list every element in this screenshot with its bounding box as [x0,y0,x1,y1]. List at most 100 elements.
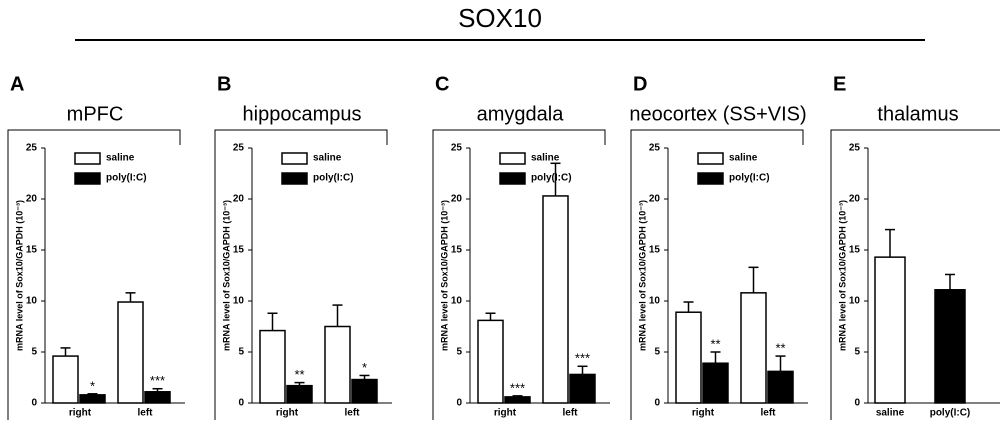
legend-swatch [697,152,724,165]
legend-label: saline [531,153,560,164]
significance-label: *** [510,380,525,395]
significance-label: *** [575,351,590,366]
x-tick-label: left [761,408,777,419]
x-tick-label: saline [876,408,905,419]
legend-swatch [499,172,526,185]
y-tick-label: 20 [233,194,245,205]
y-tick-label: 10 [849,296,861,307]
y-tick-label: 25 [451,143,463,154]
legend-swatch [697,172,724,185]
legend-label: poly(I:C) [729,173,770,184]
x-tick-label: right [276,408,299,419]
x-tick-label: right [69,408,92,419]
bar [702,362,729,404]
legend-label: poly(I:C) [531,173,572,184]
y-axis-label: mRNA level of Sox10/GAPDH (10⁻³) [14,200,24,351]
bar [324,325,351,404]
significance-label: * [362,360,367,375]
panel-letter: C [435,73,449,95]
legend-label: poly(I:C) [106,173,147,184]
panel-letter: E [833,73,846,95]
bar [259,329,286,404]
y-tick-label: 25 [849,143,861,154]
y-tick-label: 5 [654,347,660,358]
panel-title: amygdala [477,103,565,125]
legend-swatch [499,152,526,165]
y-tick-label: 15 [649,245,661,256]
y-tick-label: 5 [31,347,37,358]
bar [874,256,906,404]
panel-title: thalamus [877,103,958,125]
y-tick-label: 15 [849,245,861,256]
panel-title: hippocampus [243,103,362,125]
x-tick-label: left [138,408,154,419]
significance-label: * [90,378,95,393]
x-tick-label: left [563,408,579,419]
bar [569,373,596,404]
y-axis-label: mRNA level of Sox10/GAPDH (10⁻³) [221,200,231,351]
legend-label: saline [313,153,342,164]
y-tick-label: 0 [31,398,37,409]
y-axis-label: mRNA level of Sox10/GAPDH (10⁻³) [637,200,647,351]
significance-label: *** [150,373,165,388]
panel-bracket [432,129,606,420]
bar [79,394,106,404]
y-tick-label: 0 [654,398,660,409]
bar [504,396,531,404]
panel-letter: B [217,73,231,95]
bar [740,292,767,404]
y-tick-label: 15 [26,245,38,256]
y-axis-label: mRNA level of Sox10/GAPDH (10⁻³) [837,200,847,351]
bar [117,301,144,404]
y-tick-label: 5 [238,347,244,358]
y-tick-label: 5 [854,347,860,358]
y-tick-label: 10 [451,296,463,307]
y-tick-label: 0 [456,398,462,409]
bar [144,391,171,404]
y-tick-label: 25 [26,143,38,154]
y-tick-label: 0 [238,398,244,409]
y-tick-label: 15 [233,245,245,256]
x-tick-label: right [692,408,715,419]
y-tick-label: 0 [854,398,860,409]
y-tick-label: 20 [649,194,661,205]
panel-bracket [630,129,804,420]
panel-bracket [830,129,1000,420]
legend-swatch [74,152,101,165]
y-tick-label: 10 [233,296,245,307]
legend-label: saline [729,153,758,164]
bar [675,311,702,404]
y-tick-label: 25 [649,143,661,154]
y-tick-label: 15 [451,245,463,256]
x-tick-label: right [494,408,517,419]
legend-swatch [74,172,101,185]
bar [542,195,569,404]
y-tick-label: 10 [649,296,661,307]
bar [767,370,794,404]
significance-label: ** [294,367,304,382]
panel-title: neocortex (SS+VIS) [629,103,806,125]
x-tick-label: poly(I:C) [930,408,971,419]
legend-label: saline [106,153,135,164]
y-tick-label: 10 [26,296,38,307]
bar [286,384,313,404]
y-tick-label: 20 [26,194,38,205]
panel-letter: A [10,73,24,95]
bar [351,378,378,404]
y-tick-label: 20 [849,194,861,205]
significance-label: ** [775,341,785,356]
panel-bracket [214,129,388,420]
y-axis-label: mRNA level of Sox10/GAPDH (10⁻³) [439,200,449,351]
significance-label: ** [710,336,720,351]
legend-swatch [281,152,308,165]
y-tick-label: 20 [451,194,463,205]
panel-bracket [7,129,181,420]
y-tick-label: 5 [456,347,462,358]
bar [52,355,79,404]
panel-title: mPFC [67,103,124,125]
figure-title: SOX10 [458,3,542,33]
legend-label: poly(I:C) [313,173,354,184]
panel-letter: D [633,73,647,95]
y-tick-label: 25 [233,143,245,154]
